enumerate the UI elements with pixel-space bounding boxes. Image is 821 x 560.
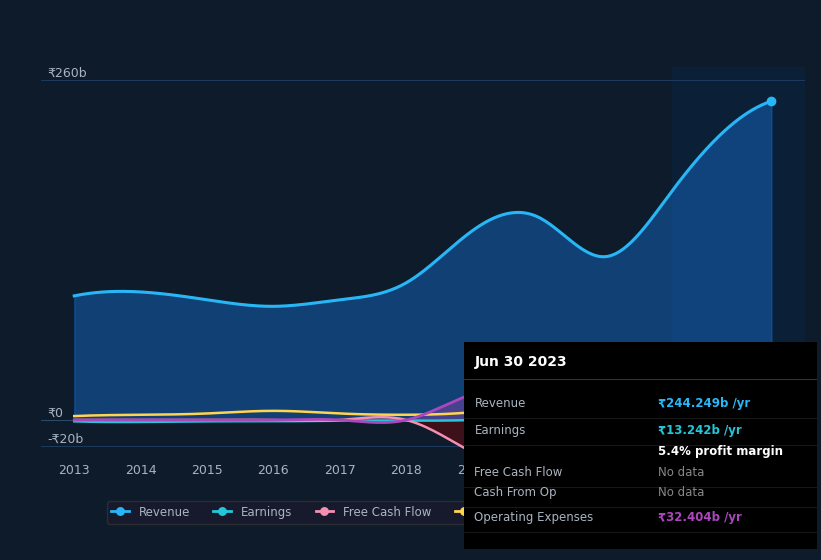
Text: Cash From Op: Cash From Op bbox=[475, 486, 557, 500]
Text: -₹20b: -₹20b bbox=[48, 433, 84, 446]
Free Cash Flow bbox=[484, 458, 494, 464]
Cash From Op bbox=[484, 407, 494, 414]
Earnings bbox=[498, 416, 508, 422]
Operating Expenses bbox=[704, 379, 713, 386]
Text: Jun 30 2023: Jun 30 2023 bbox=[475, 356, 567, 370]
Free Cash Flow bbox=[69, 417, 79, 423]
Earnings bbox=[484, 416, 494, 423]
Free Cash Flow bbox=[498, 463, 508, 469]
Text: Revenue: Revenue bbox=[475, 397, 525, 410]
Revenue bbox=[767, 98, 777, 105]
Text: Free Cash Flow: Free Cash Flow bbox=[475, 465, 563, 479]
Revenue bbox=[704, 143, 713, 150]
Operating Expenses bbox=[767, 375, 777, 381]
Free Cash Flow bbox=[71, 417, 81, 423]
Earnings bbox=[487, 416, 497, 423]
Operating Expenses bbox=[659, 380, 669, 386]
Free Cash Flow bbox=[767, 417, 777, 423]
Cash From Op bbox=[482, 407, 492, 414]
Revenue bbox=[659, 198, 669, 205]
Cash From Op bbox=[496, 405, 506, 412]
Line: Cash From Op: Cash From Op bbox=[74, 400, 772, 416]
Text: Operating Expenses: Operating Expenses bbox=[475, 511, 594, 524]
Legend: Revenue, Earnings, Free Cash Flow, Cash From Op, Operating Expenses: Revenue, Earnings, Free Cash Flow, Cash … bbox=[107, 501, 739, 524]
Revenue bbox=[487, 216, 497, 222]
Revenue bbox=[484, 217, 494, 223]
Line: Operating Expenses: Operating Expenses bbox=[74, 378, 772, 423]
Operating Expenses bbox=[498, 384, 508, 390]
Text: No data: No data bbox=[658, 465, 704, 479]
Free Cash Flow bbox=[662, 429, 672, 436]
Operating Expenses bbox=[69, 417, 79, 423]
Cash From Op bbox=[767, 397, 777, 404]
Revenue bbox=[69, 292, 79, 299]
Revenue bbox=[498, 211, 508, 218]
Cash From Op bbox=[71, 413, 81, 419]
Text: Earnings: Earnings bbox=[475, 424, 525, 437]
Text: No data: No data bbox=[658, 486, 704, 500]
Text: ₹0: ₹0 bbox=[48, 407, 64, 420]
Bar bbox=[672, 67, 805, 459]
Operating Expenses bbox=[487, 385, 497, 392]
Text: ₹13.242b /yr: ₹13.242b /yr bbox=[658, 424, 742, 437]
Revenue bbox=[268, 303, 277, 310]
Operating Expenses bbox=[71, 417, 81, 423]
Earnings bbox=[69, 418, 79, 424]
Operating Expenses bbox=[377, 419, 387, 426]
Revenue bbox=[71, 292, 81, 299]
Line: Revenue: Revenue bbox=[74, 101, 772, 306]
Cash From Op bbox=[657, 403, 667, 409]
Cash From Op bbox=[701, 407, 711, 414]
Earnings bbox=[71, 418, 81, 424]
Free Cash Flow bbox=[377, 414, 387, 421]
Cash From Op bbox=[69, 413, 79, 419]
Text: ₹260b: ₹260b bbox=[48, 67, 87, 80]
Line: Free Cash Flow: Free Cash Flow bbox=[74, 417, 772, 469]
Earnings bbox=[767, 400, 777, 407]
Text: ₹32.404b /yr: ₹32.404b /yr bbox=[658, 511, 742, 524]
Earnings bbox=[116, 419, 126, 426]
Operating Expenses bbox=[484, 386, 494, 393]
Text: 5.4% profit margin: 5.4% profit margin bbox=[658, 445, 783, 458]
Free Cash Flow bbox=[706, 428, 716, 435]
Free Cash Flow bbox=[487, 459, 497, 465]
Text: ₹244.249b /yr: ₹244.249b /yr bbox=[658, 397, 750, 410]
Line: Earnings: Earnings bbox=[74, 403, 772, 422]
Free Cash Flow bbox=[517, 465, 527, 472]
Earnings bbox=[704, 409, 713, 416]
Earnings bbox=[659, 410, 669, 417]
